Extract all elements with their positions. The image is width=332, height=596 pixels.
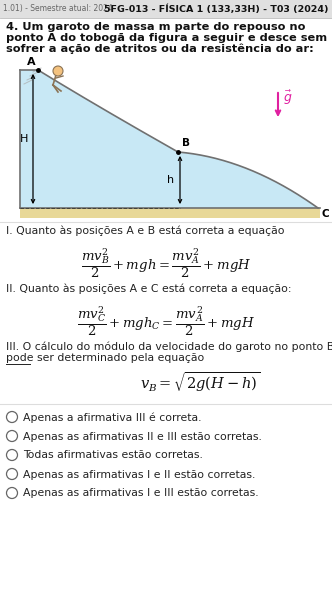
Circle shape (53, 66, 63, 76)
Text: Apenas as afirmativas I e II estão corretas.: Apenas as afirmativas I e II estão corre… (23, 470, 255, 480)
Text: $\vec{g}$: $\vec{g}$ (283, 89, 292, 107)
Text: $\dfrac{mv_B^2}{2} + mgh = \dfrac{mv_A^2}{2} + mgH$: $\dfrac{mv_B^2}{2} + mgh = \dfrac{mv_A^2… (81, 246, 251, 280)
Polygon shape (20, 208, 320, 218)
Text: sofrer a ação de atritos ou da resistência do ar:: sofrer a ação de atritos ou da resistênc… (6, 44, 314, 54)
Circle shape (7, 468, 18, 480)
Text: 1.01) - Semestre atual: 2024: 1.01) - Semestre atual: 2024 (3, 5, 113, 14)
Polygon shape (20, 70, 320, 208)
Circle shape (7, 430, 18, 442)
Text: pode ser determinado pela equação: pode ser determinado pela equação (6, 353, 204, 363)
Bar (0, 0, 332, 18)
Text: 5FG-013 - FÍSICA 1 (133,33H) - T03 (2024): 5FG-013 - FÍSICA 1 (133,33H) - T03 (2024… (105, 4, 329, 14)
Text: Apenas a afirmativa III é correta.: Apenas a afirmativa III é correta. (23, 412, 202, 423)
Text: ponto A do tobogã da figura a seguir e desce sem: ponto A do tobogã da figura a seguir e d… (6, 33, 327, 43)
Text: Apenas as afirmativas I e III estão corretas.: Apenas as afirmativas I e III estão corr… (23, 489, 259, 498)
Text: A: A (27, 57, 36, 67)
Text: Todas afirmativas estão corretas.: Todas afirmativas estão corretas. (23, 451, 203, 461)
Text: $v_B = \sqrt{2g(H-h)}$: $v_B = \sqrt{2g(H-h)}$ (140, 370, 260, 394)
Text: II. Quanto às posições A e C está correta a equação:: II. Quanto às posições A e C está corret… (6, 284, 291, 294)
Text: B: B (182, 138, 190, 148)
Text: I. Quanto às posições A e B está correta a equação: I. Quanto às posições A e B está correta… (6, 226, 285, 237)
Circle shape (7, 411, 18, 423)
Circle shape (7, 488, 18, 498)
Text: III. O cálculo do módulo da velocidade do garoto no ponto B: III. O cálculo do módulo da velocidade d… (6, 342, 332, 352)
Text: $\dfrac{mv_C^2}{2} + mgh_C = \dfrac{mv_A^2}{2} + mgH$: $\dfrac{mv_C^2}{2} + mgh_C = \dfrac{mv_A… (77, 304, 255, 338)
Text: 4. Um garoto de massa m parte do repouso no: 4. Um garoto de massa m parte do repouso… (6, 22, 305, 32)
Text: Apenas as afirmativas II e III estão corretas.: Apenas as afirmativas II e III estão cor… (23, 432, 262, 442)
Circle shape (7, 449, 18, 461)
Text: H: H (20, 134, 28, 144)
Text: C: C (321, 209, 329, 219)
Text: h: h (167, 175, 174, 185)
